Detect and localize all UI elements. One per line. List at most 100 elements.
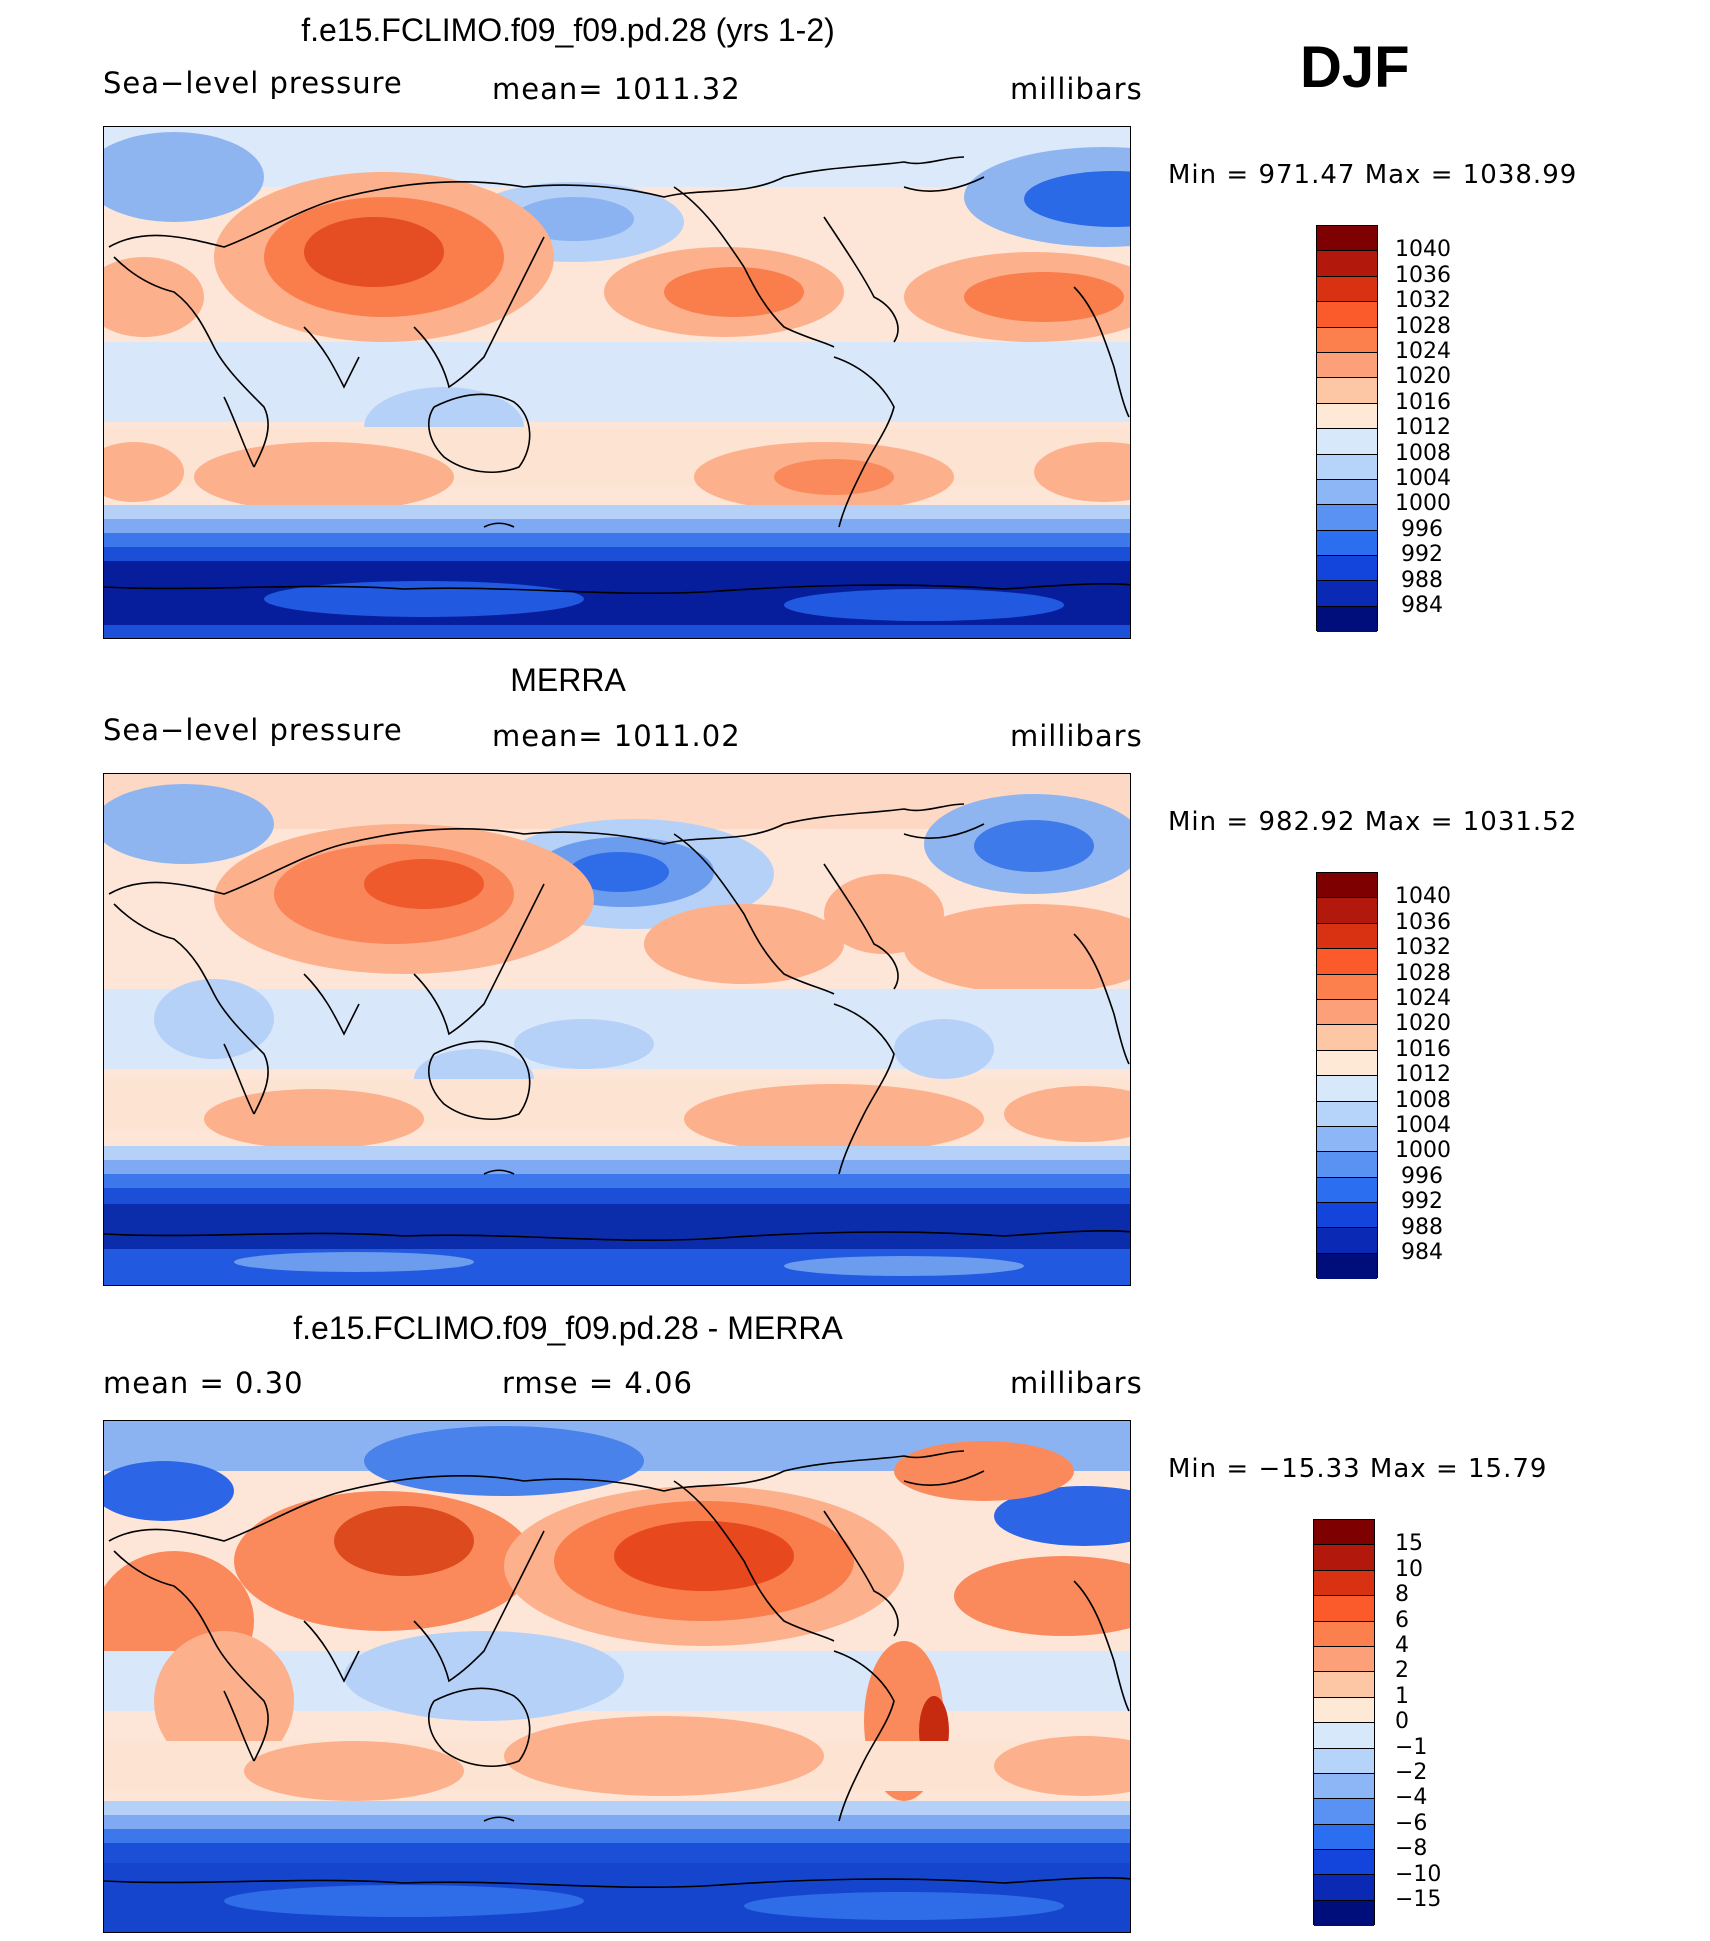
colorbar-tick-label: 988 [1401, 567, 1443, 593]
colorbar-swatch [1317, 1228, 1377, 1254]
colorbar-swatch [1314, 1799, 1374, 1825]
colorbar-swatch [1317, 1152, 1377, 1178]
antarctic-patch-2 [784, 1256, 1024, 1276]
colorbar-swatch [1317, 276, 1377, 303]
colorbar-swatch [1317, 1050, 1377, 1077]
colorbar-swatch [1317, 429, 1377, 455]
colorbar-swatch [1317, 1076, 1377, 1102]
panel1-units-label: millibars [1010, 72, 1143, 106]
colorbar-tick-label: 8 [1395, 1582, 1409, 1608]
colorbar-swatch [1314, 1621, 1374, 1647]
sh-pacific-high-core [774, 459, 894, 495]
colorbar-tick-label: 1028 [1395, 313, 1451, 339]
tropical-band [104, 342, 1130, 422]
colorbar-swatch [1317, 403, 1377, 430]
siberian-high-core [364, 859, 484, 909]
colorbar-swatch [1314, 1723, 1374, 1749]
colorbar-swatch [1317, 226, 1377, 252]
colorbar-swatch [1314, 1824, 1374, 1851]
colorbar-tick-label: 1 [1395, 1683, 1409, 1709]
azores-high-core [964, 272, 1124, 322]
panel1-map [103, 126, 1131, 639]
colorbar-tick-label: 1032 [1395, 935, 1451, 961]
coastlines [104, 156, 1130, 595]
panel3-title: f.e15.FCLIMO.f09_f09.pd.28 - MERRA [293, 1310, 843, 1346]
panel3-mean-label: mean = 0.30 [103, 1366, 304, 1400]
colorbar-tick-label: 1016 [1395, 1036, 1451, 1062]
colorbar-swatch [1317, 999, 1377, 1026]
panel3-map-svg [104, 1421, 1130, 1932]
colorbar-tick-label: 1012 [1395, 415, 1451, 441]
pacific-high [644, 904, 844, 984]
so-band-4 [104, 547, 1130, 561]
colorbar-tick-label: 984 [1401, 593, 1443, 618]
so-band-2 [104, 1160, 1130, 1174]
colorbar-swatch [1314, 1900, 1374, 1927]
colorbar-tick-label: 984 [1401, 1240, 1443, 1265]
saharan-high [104, 257, 204, 337]
panel1-minmax: Min = 971.47 Max = 1038.99 [1168, 160, 1578, 190]
panel3-units-label: millibars [1010, 1366, 1143, 1400]
colorbar-tick-label: 1000 [1395, 491, 1451, 517]
panel1-colorbar [1316, 225, 1378, 633]
colorbar-swatch [1317, 1101, 1377, 1127]
south-america-low [894, 1019, 994, 1079]
colorbar-tick-label: 1004 [1395, 466, 1451, 491]
panel3-minmax: Min = −15.33 Max = 15.79 [1168, 1454, 1548, 1484]
north-america-high [824, 874, 944, 954]
colorbar-swatch [1317, 302, 1377, 328]
colorbar-tick-label: −4 [1395, 1785, 1428, 1811]
colorbar-swatch [1317, 1025, 1377, 1051]
colorbar-tick-label: 6 [1395, 1607, 1409, 1633]
labrador-low [104, 1461, 234, 1521]
antarctic-patch-1 [224, 1885, 584, 1917]
tibet-high [334, 1506, 474, 1576]
colorbar-swatch [1314, 1570, 1374, 1597]
colorbar-tick-label: 1032 [1395, 288, 1451, 314]
colorbar-tick-label: −10 [1395, 1861, 1442, 1887]
colorbar-tick-label: 1020 [1395, 364, 1451, 390]
colorbar-swatch [1314, 1672, 1374, 1698]
arctic-low [364, 1426, 644, 1496]
colorbar-swatch [1317, 1126, 1377, 1153]
colorbar-swatch [1314, 1520, 1374, 1546]
colorbar-swatch [1317, 949, 1377, 975]
aleutian-low-core [569, 852, 669, 892]
so-band-1 [104, 505, 1130, 519]
pacific-positive-core [614, 1521, 794, 1591]
colorbar-tick-label: 1024 [1395, 986, 1451, 1011]
colorbar-tick-label: 1040 [1395, 237, 1451, 263]
icelandic-low-west [104, 784, 274, 864]
so-band-1 [104, 1801, 1130, 1815]
panel2-variable-label: Sea−level pressure [103, 713, 403, 747]
panel3-colorbar [1313, 1519, 1375, 1927]
atlantic-positive [954, 1556, 1130, 1636]
colorbar-tick-label: 0 [1395, 1709, 1409, 1735]
colorbar-swatch [1314, 1646, 1374, 1673]
antarctic-patch-1 [234, 1252, 474, 1272]
panel2-colorbar [1316, 872, 1378, 1280]
pacific-high-core [664, 267, 804, 317]
colorbar-tick-label: 988 [1401, 1214, 1443, 1240]
colorbar-tick-label: −15 [1395, 1887, 1442, 1912]
africa-low [154, 979, 274, 1059]
colorbar-swatch [1314, 1545, 1374, 1571]
colorbar-swatch [1317, 873, 1377, 899]
colorbar-tick-label: −2 [1395, 1760, 1428, 1785]
colorbar-swatch [1314, 1850, 1374, 1876]
indian-high [204, 1089, 424, 1149]
panel2-units-label: millibars [1010, 719, 1143, 753]
panel2-minmax: Min = 982.92 Max = 1031.52 [1168, 807, 1578, 837]
southern-africa-positive [154, 1631, 294, 1771]
azores-high [904, 904, 1130, 994]
sh-atlantic-high [1004, 1086, 1130, 1142]
icelandic-low-core [974, 820, 1094, 872]
indian-high [194, 442, 454, 512]
maritime-negative [344, 1631, 624, 1721]
norwegian-low [994, 1486, 1130, 1546]
colorbar-swatch [1314, 1596, 1374, 1622]
colorbar-swatch [1317, 378, 1377, 404]
colorbar-tick-label: 10 [1395, 1556, 1423, 1582]
so-band-2 [104, 1815, 1130, 1829]
panel2-map [103, 773, 1131, 1286]
